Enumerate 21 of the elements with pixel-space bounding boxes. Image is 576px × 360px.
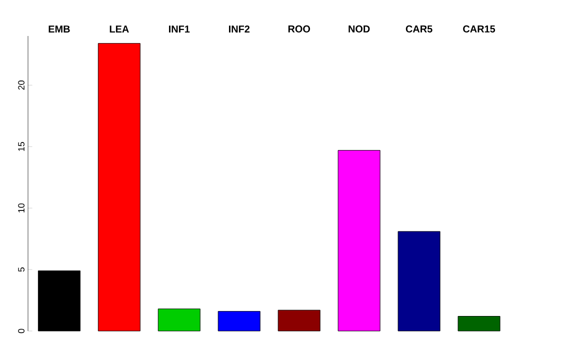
bar <box>158 308 200 332</box>
y-tick-label: 5 <box>18 267 24 272</box>
bar <box>218 311 260 332</box>
y-tick-label: 0 <box>18 328 24 334</box>
bar <box>278 310 320 332</box>
bar <box>458 316 500 332</box>
x-tick-label: EMB <box>48 26 70 32</box>
x-tick-label: INF2 <box>228 26 250 32</box>
x-tick-label: NOD <box>348 25 370 32</box>
x-tick-label: CAR5 <box>406 25 432 32</box>
x-tick-label: CAR15 <box>463 25 496 32</box>
bar <box>38 270 80 332</box>
bar <box>398 231 440 332</box>
y-tick-label: 10 <box>18 203 24 212</box>
y-tick-label: 20 <box>18 80 24 90</box>
x-tick-label: ROO <box>288 25 310 32</box>
bar <box>338 150 380 332</box>
bar <box>98 43 140 332</box>
x-tick-label: LEA <box>110 26 129 32</box>
y-tick-label: 15 <box>18 142 24 151</box>
x-tick-label: INF1 <box>169 26 190 32</box>
